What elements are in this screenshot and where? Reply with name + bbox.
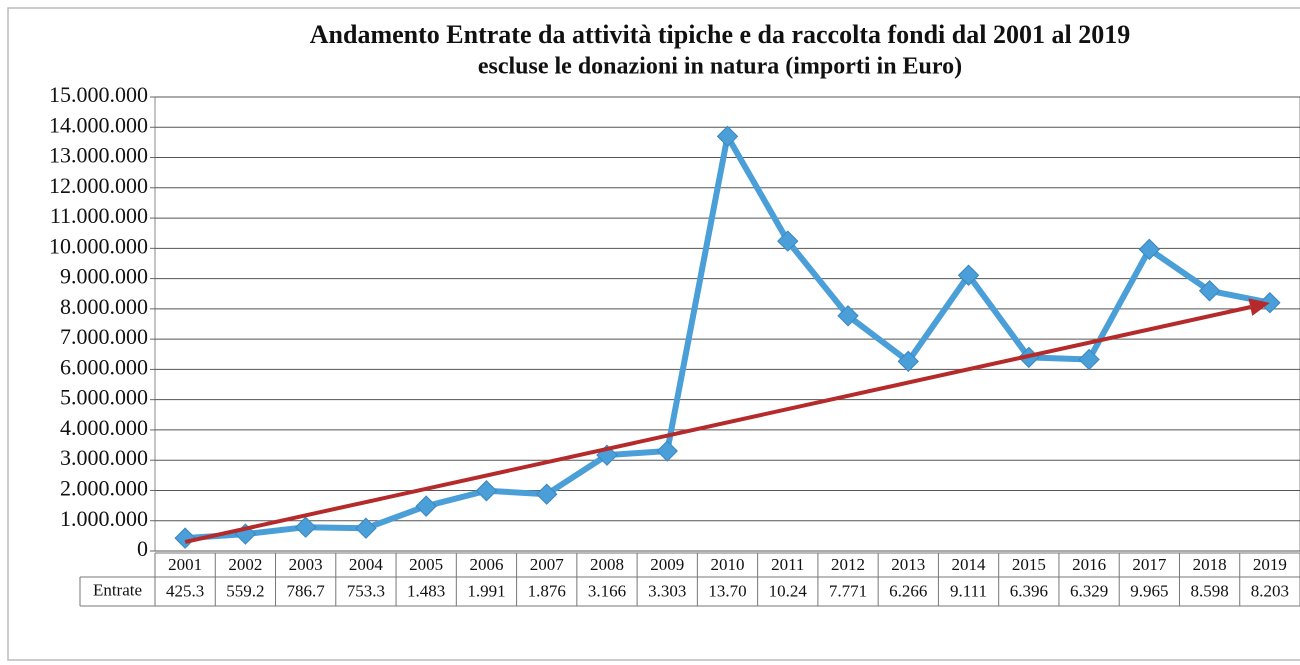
data-point bbox=[777, 230, 799, 252]
chart-subtitle: escluse le donazioni in natura (importi … bbox=[478, 54, 962, 80]
x-tick-label: 2009 bbox=[650, 555, 684, 574]
table-value: 1.991 bbox=[467, 581, 505, 600]
data-point bbox=[1198, 280, 1221, 302]
x-tick-label: 2016 bbox=[1072, 555, 1106, 574]
x-tick-label: 2014 bbox=[952, 555, 987, 574]
y-tick-label: 5.000.000 bbox=[60, 385, 148, 410]
table-value: 1.483 bbox=[407, 581, 445, 600]
data-point bbox=[415, 495, 437, 517]
table-value: 753.3 bbox=[347, 581, 385, 600]
x-tick-label: 2002 bbox=[228, 555, 262, 574]
data-point bbox=[536, 483, 558, 505]
data-point bbox=[837, 305, 859, 327]
y-tick-label: 11.000.000 bbox=[50, 203, 148, 228]
y-tick-label: 8.000.000 bbox=[60, 294, 148, 319]
table-value: 1.876 bbox=[528, 581, 566, 600]
table-value: 8.203 bbox=[1251, 581, 1289, 600]
table-value: 3.166 bbox=[588, 581, 626, 600]
table-value: 786.7 bbox=[287, 581, 326, 600]
data-point bbox=[897, 350, 919, 373]
y-tick-label: 12.000.000 bbox=[49, 173, 148, 198]
x-tick-label: 2013 bbox=[891, 555, 925, 574]
x-tick-label: 2006 bbox=[469, 555, 503, 574]
table-value: 425.3 bbox=[166, 581, 204, 600]
table-value: 13.70 bbox=[708, 581, 746, 600]
y-tick-label: 1.000.000 bbox=[60, 506, 148, 531]
table-value: 10.24 bbox=[769, 581, 808, 600]
data-point bbox=[355, 517, 377, 539]
data-point bbox=[1078, 348, 1100, 371]
x-tick-label: 2017 bbox=[1132, 555, 1167, 574]
x-tick-label: 2003 bbox=[289, 555, 323, 574]
x-tick-label: 2015 bbox=[1012, 555, 1046, 574]
data-point bbox=[294, 516, 317, 538]
y-tick-label: 2.000.000 bbox=[60, 476, 148, 501]
data-point bbox=[1138, 238, 1161, 261]
x-tick-label: 2008 bbox=[590, 555, 624, 574]
y-tick-label: 13.000.000 bbox=[49, 143, 148, 168]
table-value: 9.111 bbox=[950, 581, 987, 600]
data-point bbox=[475, 480, 498, 502]
x-tick-label: 2001 bbox=[168, 555, 202, 574]
table-value: 9.965 bbox=[1130, 581, 1168, 600]
x-tick-label: 2018 bbox=[1193, 555, 1227, 574]
table-value: 6.266 bbox=[889, 581, 927, 600]
data-point bbox=[1259, 292, 1281, 314]
trend-arrowhead bbox=[1248, 298, 1270, 316]
x-tick-label: 2019 bbox=[1253, 555, 1287, 574]
trend-line bbox=[184, 305, 1251, 544]
data-point bbox=[716, 125, 739, 148]
plot-area bbox=[154, 96, 1300, 552]
table-value: 3.303 bbox=[648, 581, 686, 600]
x-tick-label: 2004 bbox=[349, 555, 384, 574]
x-tick-label: 2007 bbox=[530, 555, 565, 574]
data-point bbox=[174, 527, 196, 549]
y-tick-label: 14.000.000 bbox=[49, 112, 148, 137]
data-point bbox=[957, 264, 980, 286]
x-tick-label: 2012 bbox=[831, 555, 865, 574]
y-tick-label: 0 bbox=[137, 536, 148, 561]
table-value: 6.396 bbox=[1010, 581, 1048, 600]
y-tick-label: 6.000.000 bbox=[60, 354, 148, 379]
x-tick-label: 2005 bbox=[409, 555, 443, 574]
y-tick-label: 3.000.000 bbox=[60, 445, 148, 470]
table-row-header: Entrate bbox=[93, 580, 142, 599]
data-point bbox=[656, 440, 678, 462]
y-tick-label: 15.000.000 bbox=[49, 82, 148, 107]
x-tick-label: 2010 bbox=[711, 555, 745, 574]
table-value: 6.329 bbox=[1070, 581, 1108, 600]
y-tick-label: 9.000.000 bbox=[60, 264, 148, 289]
table-value: 559.2 bbox=[226, 581, 264, 600]
table-value: 7.771 bbox=[829, 581, 867, 600]
chart-title: Andamento Entrate da attività tipiche e … bbox=[310, 20, 1130, 49]
y-tick-label: 10.000.000 bbox=[49, 233, 148, 258]
x-tick-label: 2011 bbox=[771, 555, 804, 574]
table-value: 8.598 bbox=[1190, 581, 1228, 600]
y-tick-label: 7.000.000 bbox=[60, 324, 148, 349]
y-tick-label: 4.000.000 bbox=[60, 415, 148, 440]
